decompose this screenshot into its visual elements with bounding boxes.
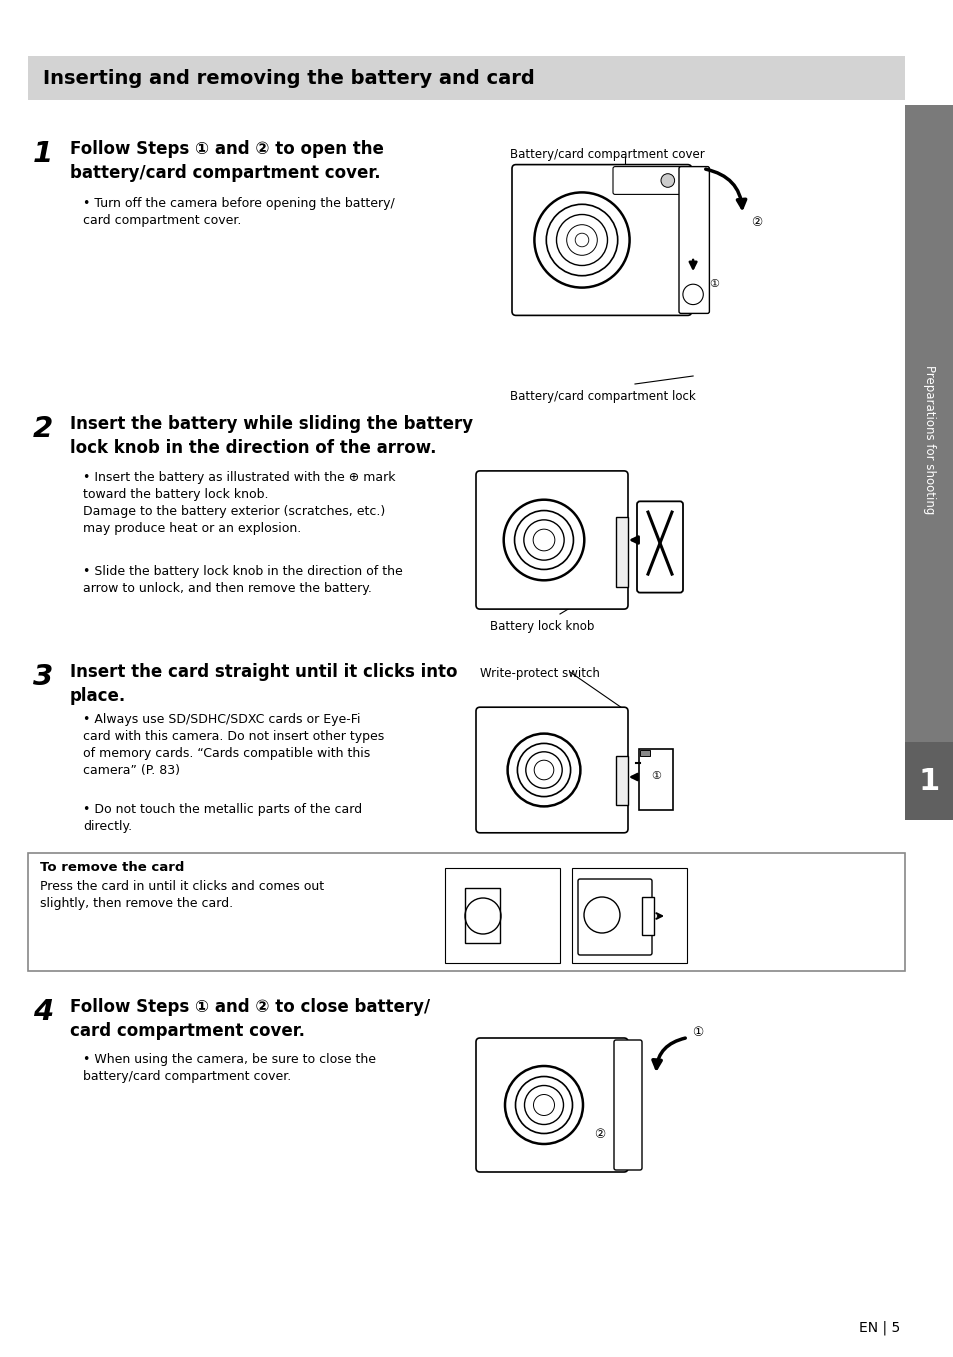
Text: • Turn off the camera before opening the battery/
card compartment cover.: • Turn off the camera before opening the…	[83, 197, 395, 227]
FancyBboxPatch shape	[476, 471, 627, 609]
FancyBboxPatch shape	[476, 1038, 627, 1172]
FancyBboxPatch shape	[679, 167, 709, 313]
Text: • Always use SD/SDHC/SDXC cards or Eye-Fi
card with this camera. Do not insert o: • Always use SD/SDHC/SDXC cards or Eye-F…	[83, 712, 384, 778]
Text: ②: ②	[751, 217, 761, 229]
Text: Insert the battery while sliding the battery
lock knob in the direction of the a: Insert the battery while sliding the bat…	[70, 415, 473, 456]
FancyBboxPatch shape	[613, 167, 687, 194]
Text: 1: 1	[918, 767, 939, 795]
Text: Write-protect switch: Write-protect switch	[479, 668, 599, 680]
FancyBboxPatch shape	[639, 749, 672, 810]
Bar	[616, 756, 627, 805]
Text: 4: 4	[33, 997, 53, 1026]
Text: • Insert the battery as illustrated with the ⊕ mark
toward the battery lock knob: • Insert the battery as illustrated with…	[83, 471, 395, 535]
Text: 1: 1	[33, 140, 53, 168]
Text: • Slide the battery lock knob in the direction of the
arrow to unlock, and then : • Slide the battery lock knob in the dir…	[83, 565, 402, 594]
FancyBboxPatch shape	[614, 1039, 641, 1170]
Polygon shape	[464, 887, 499, 943]
Text: To remove the card: To remove the card	[40, 860, 184, 874]
Text: ①: ①	[650, 771, 660, 780]
Bar	[904, 104, 953, 820]
Text: Preparations for shooting: Preparations for shooting	[923, 365, 935, 514]
Text: 2: 2	[33, 415, 53, 442]
Text: Battery/card compartment lock: Battery/card compartment lock	[510, 389, 695, 403]
Text: Follow Steps ① and ② to open the
battery/card compartment cover.: Follow Steps ① and ② to open the battery…	[70, 140, 383, 182]
Text: Battery/card compartment cover: Battery/card compartment cover	[510, 148, 704, 161]
Circle shape	[682, 284, 702, 304]
Text: ①: ①	[691, 1026, 702, 1039]
Text: Insert the card straight until it clicks into
place.: Insert the card straight until it clicks…	[70, 664, 457, 704]
Text: Inserting and removing the battery and card: Inserting and removing the battery and c…	[43, 68, 535, 87]
Text: EN | 5: EN | 5	[858, 1320, 899, 1335]
Text: ②: ②	[594, 1129, 605, 1141]
Bar	[28, 56, 904, 100]
FancyBboxPatch shape	[476, 707, 627, 833]
Text: 3: 3	[33, 664, 53, 691]
Text: ①: ①	[709, 280, 719, 289]
Bar	[641, 897, 654, 935]
FancyBboxPatch shape	[637, 501, 682, 593]
Circle shape	[660, 174, 674, 187]
Polygon shape	[639, 750, 649, 756]
Bar	[572, 868, 686, 963]
Text: • Do not touch the metallic parts of the card
directly.: • Do not touch the metallic parts of the…	[83, 803, 362, 833]
FancyBboxPatch shape	[904, 742, 953, 820]
Bar	[616, 517, 627, 586]
Text: Follow Steps ① and ② to close battery/
card compartment cover.: Follow Steps ① and ② to close battery/ c…	[70, 997, 430, 1039]
Bar	[444, 868, 559, 963]
Text: • When using the camera, be sure to close the
battery/card compartment cover.: • When using the camera, be sure to clos…	[83, 1053, 375, 1083]
Text: Press the card in until it clicks and comes out
slightly, then remove the card.: Press the card in until it clicks and co…	[40, 879, 324, 911]
FancyBboxPatch shape	[512, 164, 691, 315]
FancyBboxPatch shape	[578, 879, 651, 955]
Text: Battery lock knob: Battery lock knob	[490, 620, 594, 632]
Bar	[28, 854, 904, 972]
